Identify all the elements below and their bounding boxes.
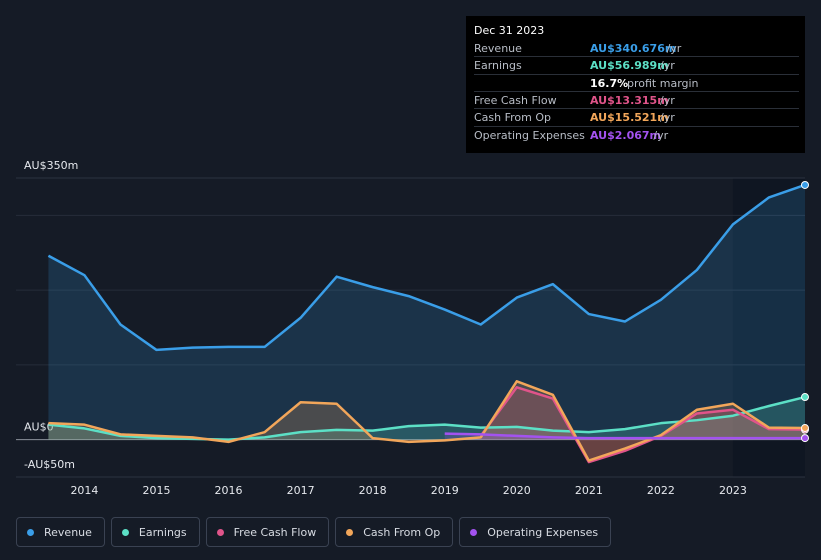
series-area [48,397,805,440]
tooltip-unit: /yr [660,111,675,125]
x-tick-label: 2022 [647,484,675,497]
legend-label: Earnings [138,525,187,539]
legend-label: Operating Expenses [487,525,599,539]
end-marker [801,424,809,433]
legend-swatch [121,528,129,536]
tooltip-label: Free Cash Flow [474,93,557,107]
legend-item[interactable]: Revenue [16,517,105,547]
tooltip-date: Dec 31 2023 [474,24,545,37]
tooltip-unit: /yr [660,59,675,73]
x-tick-label: 2017 [287,484,315,497]
tooltip-unit: /yr [660,93,675,107]
tooltip: Dec 31 2023 Revenue AU$340.676m/yr Earnings… [466,16,805,153]
legend-label: Free Cash Flow [233,525,317,539]
legend-label: Revenue [44,525,92,539]
tooltip-divider [474,108,799,110]
tooltip-label: Earnings [474,59,522,73]
series-line [47,183,806,352]
y-tick-label: AU$350m [24,159,78,172]
tooltip-value: 16.7% [590,76,629,90]
tooltip-unit: /yr [653,128,669,142]
x-tick-label: 2018 [359,484,387,497]
x-tick-label: 2019 [431,484,459,497]
tooltip-divider [474,125,799,127]
tooltip-label: Revenue [474,42,522,55]
series-area [480,387,805,463]
x-tick-label: 2016 [215,484,243,497]
y-tick-label: AU$0 [24,421,54,434]
legend: Revenue Earnings Free Cash Flow Cash From O… [16,517,612,547]
legend-swatch [470,528,478,536]
tooltip-unit: profit margin [627,76,699,90]
x-tick-label: 2021 [575,484,603,497]
series-area [48,381,805,461]
series-area [48,184,805,440]
y-tick-label: -AU$50m [24,458,75,471]
series-line [48,380,806,462]
series-line [479,386,806,464]
series-line [444,432,806,440]
tooltip-value: AU$56.989m [590,59,669,73]
x-tick-label: 2015 [143,484,171,497]
tooltip-label: Cash From Op [474,111,552,125]
legend-swatch [27,528,34,536]
legend-swatch [216,528,224,536]
x-tick-label: 2014 [70,484,98,497]
tooltip-divider [474,90,799,92]
end-marker [801,393,809,402]
x-tick-label: 2020 [503,484,531,497]
tooltip-value: AU$15.521m [590,111,669,125]
legend-item[interactable]: Free Cash Flow [205,517,330,547]
tooltip-divider [474,73,799,75]
chart: AU$350m AU$0 -AU$50m 2014 2015 2016 2017 2018 20… [16,159,809,497]
legend-swatch [346,528,354,536]
legend-item[interactable]: Operating Expenses [459,517,612,547]
x-tick-label: 2023 [719,484,747,497]
legend-item[interactable]: Earnings [110,517,200,547]
tooltip-label: Operating Expenses [474,128,585,142]
end-marker [801,434,809,443]
tooltip-divider [474,56,799,58]
legend-item[interactable]: Cash From Op [335,517,454,547]
legend-label: Cash From Op [363,525,441,539]
tooltip-value: AU$13.315m [590,93,669,107]
tooltip-unit: /yr [666,42,682,55]
tooltip-value: AU$2.067m [590,128,662,142]
end-marker [801,180,809,189]
tooltip-value: AU$340.676m [590,42,677,55]
